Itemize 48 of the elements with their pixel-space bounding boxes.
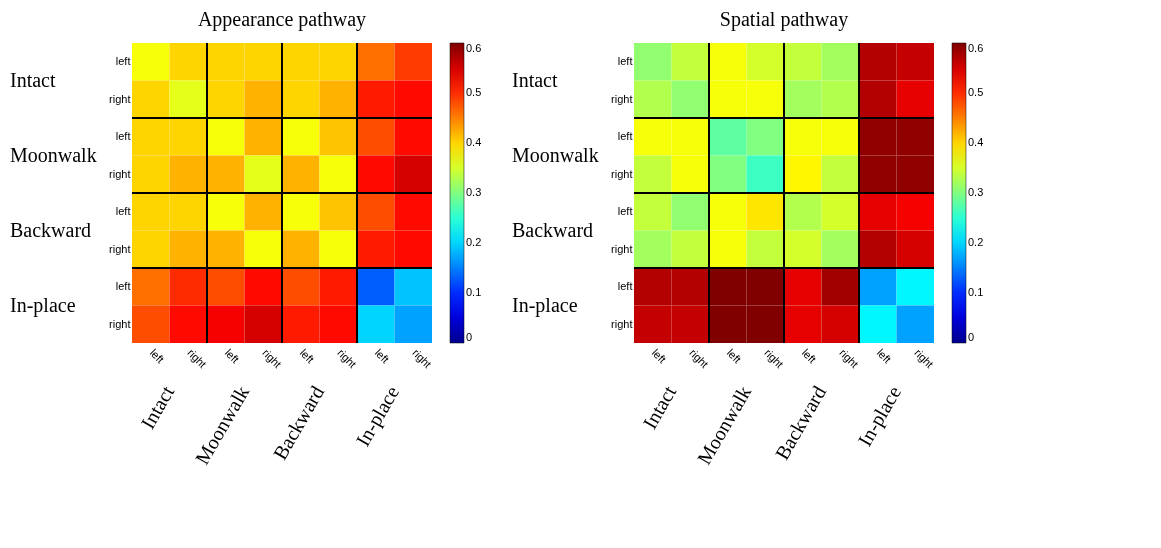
chart-title: Appearance pathway (197, 8, 367, 31)
color-bar-label: 0.4 (466, 136, 482, 148)
x-tick-label: left (297, 346, 317, 366)
y-tick-label: right (611, 92, 633, 105)
y-tick-label: right (611, 242, 633, 255)
color-bar-label: 0.1 (968, 286, 984, 298)
color-bar-label: 0.3 (466, 186, 482, 198)
color-bar-label: 0.5 (968, 86, 984, 98)
color-bar-label: 0.6 (968, 42, 984, 54)
x-tick-label: left (649, 346, 669, 366)
color-bar-label: 0 (466, 331, 473, 343)
color-bar-label: 0.4 (968, 136, 984, 148)
text: In-place (512, 293, 578, 316)
text: Backward (10, 218, 92, 241)
x-tick-label: left (147, 346, 167, 366)
y-tick-label: left (617, 55, 633, 68)
y-tick-label: left (115, 55, 131, 68)
color-bar-label: 0.1 (466, 286, 482, 298)
y-tick-label: right (109, 92, 131, 105)
color-bar-label: 0.5 (466, 86, 482, 98)
x-tick-label: left (372, 346, 392, 366)
y-tick-label: left (617, 130, 633, 143)
y-tick-label: left (115, 205, 131, 218)
text: Intact (10, 68, 56, 91)
text: Moonwalk (10, 143, 97, 166)
text: Backward (512, 218, 594, 241)
x-tick-label: left (874, 346, 894, 366)
x-tick-label: left (724, 346, 744, 366)
text: In-place (10, 293, 76, 316)
y-tick-label: right (611, 317, 633, 330)
y-tick-label: right (109, 167, 131, 180)
x-tick-label: left (799, 346, 819, 366)
y-tick-label: left (115, 130, 131, 143)
y-tick-label: right (109, 242, 131, 255)
color-bar-label: 0.2 (466, 236, 482, 248)
y-tick-label: left (617, 280, 633, 293)
color-bar-label: 0.2 (968, 236, 984, 248)
y-tick-label: right (611, 167, 633, 180)
y-tick-label: left (115, 280, 131, 293)
y-tick-label: right (109, 317, 131, 330)
y-tick-label: left (617, 205, 633, 218)
color-bar-label: 0.6 (466, 42, 482, 54)
text: Intact (512, 68, 558, 91)
chart-title: Spatial pathway (719, 8, 849, 31)
text: Moonwalk (512, 143, 599, 166)
x-tick-label: left (222, 346, 242, 366)
color-bar-label: 0 (968, 331, 975, 343)
color-bar-label: 0.3 (968, 186, 984, 198)
